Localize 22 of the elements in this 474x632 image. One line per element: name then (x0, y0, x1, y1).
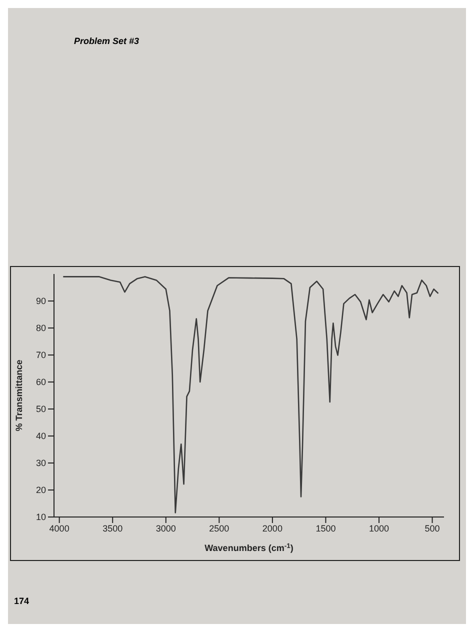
x-tick-label: 3500 (102, 523, 123, 534)
y-tick-label: 20 (36, 485, 46, 496)
y-tick-label: 80 (36, 323, 46, 334)
x-tick-label: 1500 (316, 523, 336, 534)
y-tick-label: 40 (36, 431, 46, 442)
x-tick-label: 2000 (262, 523, 282, 534)
x-tick-label: 3000 (156, 523, 176, 534)
y-tick-label: 90 (36, 296, 46, 306)
text: 174 (14, 596, 30, 606)
x-tick-label: 500 (424, 523, 440, 534)
x-tick-label: 2500 (209, 523, 230, 534)
x-tick-label: 4000 (49, 523, 70, 534)
chart-title: Problem Set #3 (74, 36, 140, 46)
x-axis-title: Wavenumbers (cm$^{-1}$) (204, 542, 294, 553)
x-tick-label: 1000 (368, 523, 390, 534)
line-series (62, 276, 439, 514)
y-tick-label: 10 (36, 512, 46, 522)
y-tick-label: 60 (36, 377, 46, 388)
y-tick-label: 30 (36, 458, 46, 468)
y-axis-title: % Transmittance (14, 360, 24, 432)
y-tick-label: 70 (36, 350, 46, 360)
y-tick-label: 50 (36, 404, 46, 414)
